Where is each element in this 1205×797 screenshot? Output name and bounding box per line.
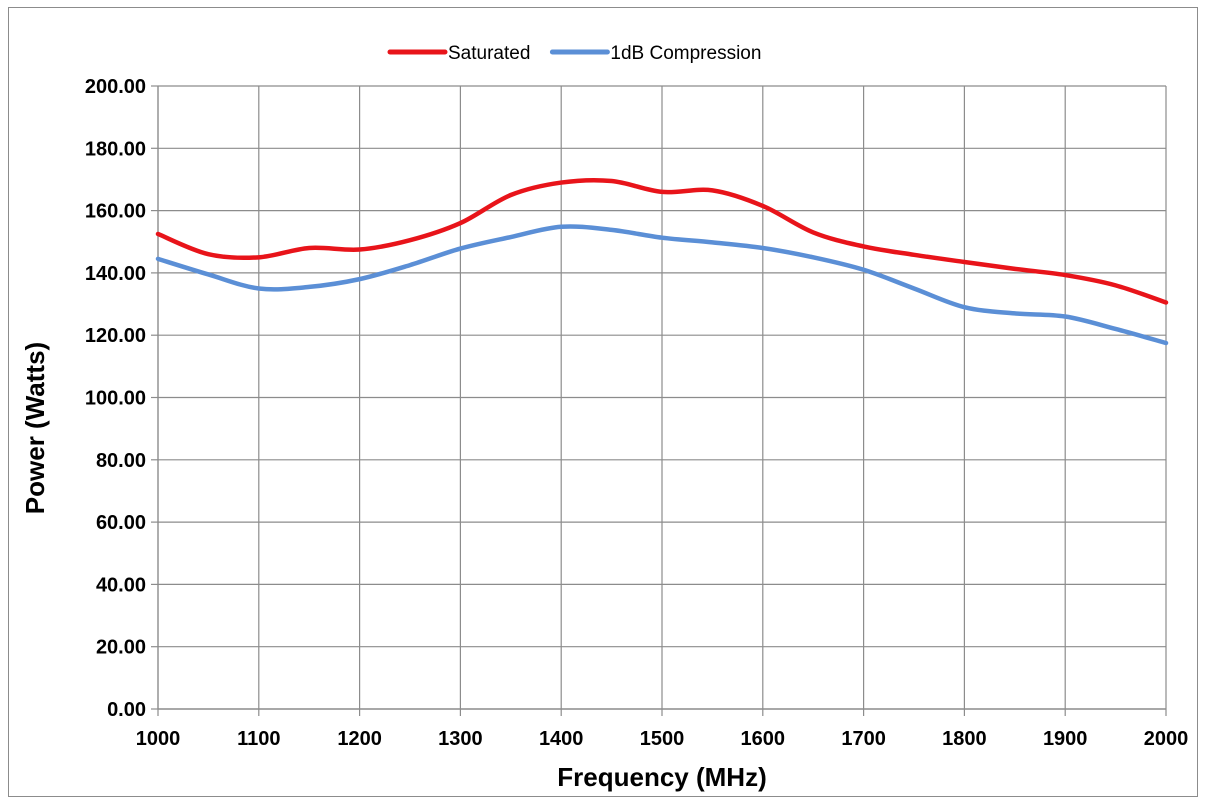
y-axis-title: Power (Watts) — [20, 342, 50, 514]
legend: Saturated 1dB Compression — [387, 43, 761, 64]
y-tick-label: 100.00 — [85, 388, 146, 410]
y-axis-ticks: 0.00 20.00 40.00 60.00 80.00 100.00 120.00 140.… — [85, 76, 146, 721]
x-tick-label: 1100 — [237, 728, 280, 750]
axes — [151, 85, 1167, 716]
y-tick-label: 0.00 — [107, 699, 146, 721]
x-tick-label: 1500 — [640, 728, 685, 750]
legend-label-saturated: Saturated — [448, 43, 530, 64]
x-axis-title: Frequency (MHz) — [557, 762, 766, 792]
series-line-1db-compression — [155, 224, 1169, 346]
x-tick-label: 1200 — [337, 728, 382, 750]
grid-lines — [158, 85, 1167, 709]
y-tick-label: 200.00 — [85, 76, 146, 98]
y-tick-label: 60.00 — [96, 512, 146, 534]
x-tick-label: 2000 — [1144, 728, 1189, 750]
y-tick-label: 80.00 — [96, 450, 146, 472]
chart-area — [8, 7, 1198, 797]
x-axis-ticks: 1000 1100 1200 1300 1400 1500 1600 1700 1800 1900… — [136, 728, 1189, 750]
y-tick-label: 140.00 — [85, 263, 146, 285]
y-tick-label: 180.00 — [85, 138, 146, 160]
series-line-saturated — [155, 177, 1169, 305]
x-tick-label: 1400 — [539, 728, 584, 750]
x-tick-label: 1900 — [1043, 728, 1088, 750]
legend-label-1db-compression: 1dB Compression — [610, 43, 761, 64]
series-lines — [155, 177, 1169, 346]
y-tick-label: 120.00 — [85, 325, 146, 347]
x-tick-label: 1800 — [942, 728, 987, 750]
x-tick-label: 1300 — [438, 728, 483, 750]
x-tick-label: 1600 — [741, 728, 786, 750]
y-tick-label: 160.00 — [85, 201, 146, 223]
y-tick-label: 40.00 — [96, 574, 146, 596]
y-tick-label: 20.00 — [96, 637, 146, 659]
x-tick-label: 1700 — [841, 728, 886, 750]
x-tick-label: 1000 — [136, 728, 181, 750]
